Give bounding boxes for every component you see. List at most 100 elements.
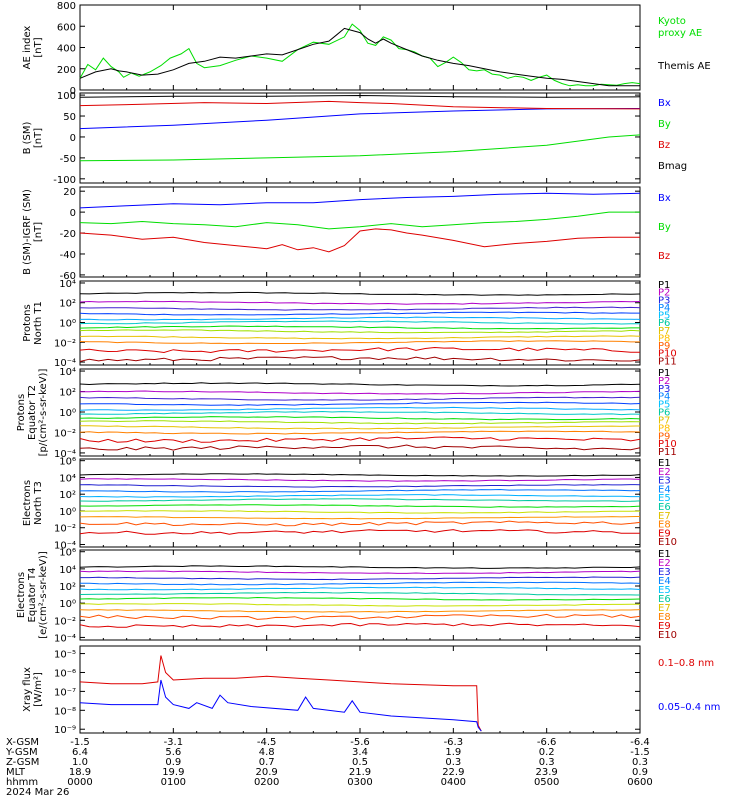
legend-entry: Bx <box>658 98 671 109</box>
flux-line <box>79 484 641 488</box>
legend-entry: Themis AE <box>657 61 711 72</box>
y-tick-label: 10⁶ <box>59 548 76 559</box>
legend-entry: E5 <box>658 585 671 596</box>
flux-line <box>79 410 641 416</box>
legend-entry: P5 <box>658 400 670 411</box>
flux-line <box>79 316 641 321</box>
panel-frame <box>79 92 641 184</box>
legend-entry: E1 <box>658 458 671 469</box>
x-tick-label: 0.5 <box>352 757 368 768</box>
x-tick-label: 3.4 <box>352 747 368 758</box>
x-tick-label: -3.1 <box>164 737 184 748</box>
legend-entry: Bz <box>658 251 670 262</box>
flux-line <box>79 622 641 628</box>
y-tick-label: 10⁻⁴ <box>54 358 76 369</box>
y-tick-label: 10⁴ <box>59 473 76 484</box>
y-tick-label: 10² <box>59 582 76 593</box>
legend-entry: P5 <box>658 311 670 322</box>
flux-line <box>79 320 640 325</box>
flux-line <box>79 504 641 508</box>
legend-entry: E6 <box>658 594 671 605</box>
flux-line <box>79 420 641 425</box>
flux-line <box>79 570 641 575</box>
legend-entry: E2 <box>658 467 671 478</box>
legend-entry: E3 <box>658 567 671 578</box>
x-tick-label: 19.9 <box>162 767 184 778</box>
panel-3: 20 0 -20 -40 -60 B (SM)-IGRF (SM) [nT] Bx By Bz <box>22 186 671 282</box>
x-tick-label: -4.5 <box>257 737 277 748</box>
flux-line <box>79 291 641 296</box>
series-line <box>79 211 640 230</box>
legend-entry: P8 <box>658 423 670 434</box>
flux-line <box>79 591 641 596</box>
legend-entry: By <box>658 119 671 130</box>
y-tick-label: 10⁻² <box>54 616 76 627</box>
y-tick-label: 10⁰ <box>59 319 76 330</box>
date-label: 2024 Mar 26 <box>6 787 69 798</box>
x-tick-label: 0500 <box>534 777 559 788</box>
legend-entry: E6 <box>658 502 671 513</box>
y-tick-label: 20 <box>63 187 76 198</box>
x-tick-label: 0.3 <box>445 757 461 768</box>
legend-entry: E9 <box>658 621 671 632</box>
x-tick-label: -6.6 <box>537 737 557 748</box>
y-tick-label: 10⁻⁴ <box>54 540 76 551</box>
flux-line <box>79 596 641 601</box>
y-axis-label: [p/(cm²-s-sr-keV)] <box>38 369 49 457</box>
flux-line <box>79 401 641 406</box>
y-tick-label: 0 <box>70 208 76 219</box>
series-line <box>79 655 482 732</box>
y-tick-label: 10² <box>59 299 76 310</box>
flux-line <box>79 516 641 520</box>
flux-line <box>79 510 641 514</box>
legend-entry: E8 <box>658 612 671 623</box>
flux-line <box>79 586 641 591</box>
legend-entry: Bmag <box>658 161 687 172</box>
legend-entry: Bx <box>658 193 671 204</box>
y-axis-label: North T1 <box>33 301 44 345</box>
legend-entry: P3 <box>658 384 670 395</box>
legend-entry: P2 <box>658 288 670 299</box>
y-axis-label: Xray flux <box>22 667 33 712</box>
y-axis-label: [W/m²] <box>33 672 44 707</box>
y-tick-label: -40 <box>60 250 76 261</box>
x-tick-label: 4.8 <box>259 747 275 758</box>
y-tick-label: -100 <box>53 175 76 186</box>
y-tick-label: -50 <box>60 154 76 165</box>
series-line <box>79 23 641 87</box>
flux-line <box>79 498 641 502</box>
y-axis-label: [e/(cm²-s-sr-keV)] <box>38 551 49 639</box>
legend-entry: E10 <box>658 537 677 548</box>
x-tick-label: 0.9 <box>165 757 181 768</box>
x-tick-label: 0400 <box>441 777 466 788</box>
legend-entry: E5 <box>658 493 671 504</box>
x-tick-label: 0.3 <box>632 757 648 768</box>
y-tick-label: 10⁴ <box>59 367 76 378</box>
x-tick-label: 1.9 <box>445 747 461 758</box>
y-tick-label: 100 <box>57 91 76 102</box>
y-tick-label: 0 <box>70 133 76 144</box>
x-tick-label: -6.3 <box>444 737 464 748</box>
x-tick-label: 20.9 <box>256 767 278 778</box>
flux-line <box>80 576 641 581</box>
panel-2: 100 50 0 -50 -100 B (SM) [nT] Bx By Bz Bmag <box>22 91 687 186</box>
flux-line <box>79 390 641 395</box>
legend-entry: E7 <box>658 603 671 614</box>
x-row-label: hhmm <box>6 777 38 788</box>
y-axis-label: North T3 <box>33 481 44 525</box>
x-tick-label: 0300 <box>347 777 372 788</box>
flux-line <box>79 488 641 493</box>
legend-entry: P7 <box>658 326 670 337</box>
x-tick-label: -1.5 <box>70 737 90 748</box>
y-axis-label: AE index <box>22 26 33 70</box>
y-tick-label: 10⁶ <box>59 457 76 468</box>
y-tick-label: 10⁴ <box>59 279 76 290</box>
flux-line <box>79 430 641 435</box>
panel-5: 10⁴ 10² 10⁰ 10⁻² 10⁻⁴ Protons Equator T2 [p/(cm… <box>16 367 677 460</box>
x-tick-label: -1.5 <box>630 747 650 758</box>
legend-entry: P4 <box>658 392 670 403</box>
x-tick-label: 0600 <box>627 777 652 788</box>
legend-entry: 0.1–0.8 nm <box>658 658 714 669</box>
series-line <box>79 192 641 209</box>
